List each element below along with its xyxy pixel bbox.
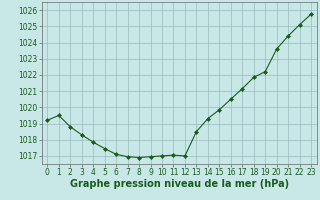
X-axis label: Graphe pression niveau de la mer (hPa): Graphe pression niveau de la mer (hPa) [70, 179, 289, 189]
